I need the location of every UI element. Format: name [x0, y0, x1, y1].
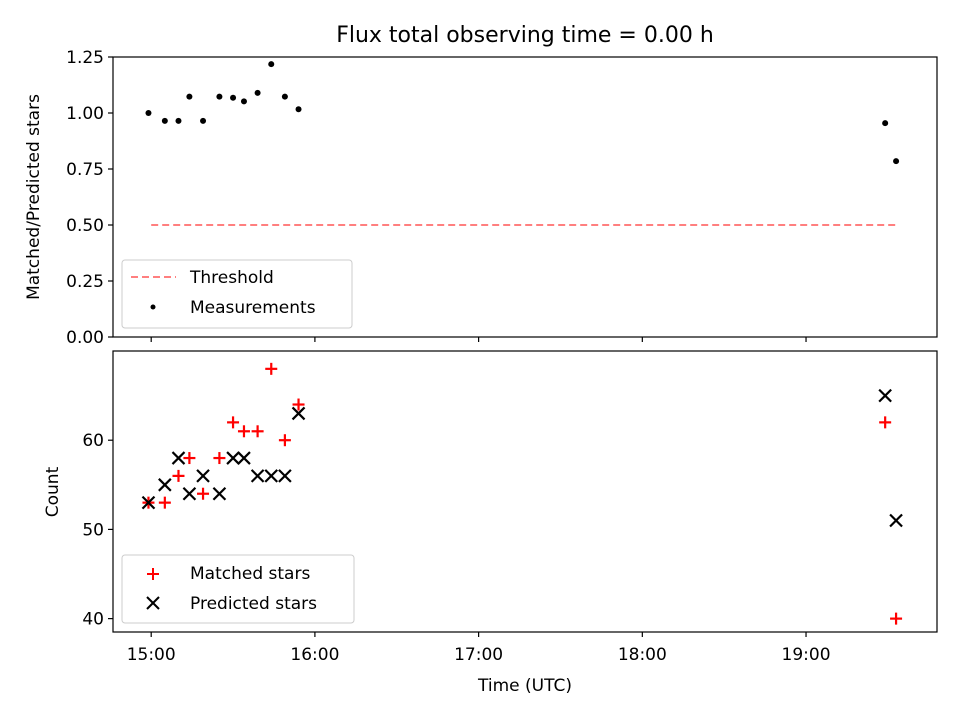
top-legend: Threshold Measurements: [121, 259, 353, 329]
legend-measurements-swatch: [150, 304, 156, 310]
bottom-panel: 15:00 16:00 17:00 18:00 19:00 40 50 60: [82, 362, 903, 665]
legend-matched-swatch: [147, 568, 159, 580]
predicted-stars-point-b: [278, 469, 292, 483]
top-legend-box: [121, 259, 353, 329]
predicted-stars-point: [291, 406, 306, 421]
measurement-point: [200, 117, 207, 124]
chart-title: Flux total observing time = 0.00 h: [336, 23, 714, 48]
matched-stars-point: [879, 416, 892, 429]
predicted-stars-point: [889, 513, 903, 528]
measurement-point: [281, 93, 288, 100]
legend-threshold-label: Threshold: [189, 268, 274, 288]
matched-stars-point: [265, 362, 278, 375]
top-ylabel: Matched/Predicted stars: [24, 94, 44, 300]
predicted-stars-point: [212, 486, 227, 501]
predicted-stars-point-b: [226, 451, 240, 465]
predicted-stars-point: [226, 451, 240, 465]
matched-stars-point: [237, 425, 250, 438]
matched-stars-point: [278, 434, 291, 447]
matched-stars-point: [227, 416, 240, 429]
predicted-stars-point: [878, 388, 892, 403]
predicted-stars-point: [237, 451, 251, 465]
predicted-stars-point-b: [196, 469, 210, 483]
top-y-tick-label: 1.25: [66, 48, 104, 68]
measurement-point: [161, 117, 168, 124]
predicted-stars-point-b: [237, 451, 251, 465]
top-y-tick-label: 0.50: [66, 216, 104, 236]
top-y-tick-label: 0.00: [66, 328, 104, 348]
predicted-stars-point: [250, 469, 265, 483]
measurement-point: [295, 106, 302, 113]
measurement-point: [186, 93, 193, 100]
predicted-stars-point: [264, 469, 279, 483]
predicted-stars-point-b: [158, 478, 172, 492]
top-panel: 0.00 0.25 0.50 0.75 1.00 1.25: [66, 48, 900, 348]
x-tick-label: 15:00: [127, 645, 176, 665]
bottom-y-tick-label: 50: [82, 520, 104, 540]
legend-predicted-label: Predicted stars: [190, 594, 317, 614]
predicted-stars-point: [158, 478, 172, 492]
bottom-y-tick-label: 40: [82, 610, 104, 630]
top-y-tick-label: 0.25: [66, 272, 104, 292]
predicted-stars-point: [141, 495, 156, 510]
matched-stars-point: [172, 469, 185, 482]
predicted-stars-point-b: [264, 469, 279, 483]
legend-measurements-label: Measurements: [190, 298, 316, 318]
top-y-tick-label: 1.00: [66, 104, 104, 124]
measurement-point: [230, 94, 237, 101]
predicted-stars-point: [278, 469, 292, 483]
matched-stars-point: [251, 425, 264, 438]
measurement-point: [216, 93, 223, 100]
matched-stars-point: [183, 452, 196, 465]
predicted-stars-point-b: [141, 495, 156, 510]
predicted-stars-point-b: [212, 486, 227, 501]
predicted-stars-point-b: [291, 406, 306, 421]
predicted-stars-point-b: [250, 469, 265, 483]
top-axes-frame: [112, 56, 938, 338]
x-tick-label: 19:00: [782, 645, 831, 665]
x-tick-label: 18:00: [618, 645, 667, 665]
bottom-legend-box: [121, 554, 355, 624]
bottom-legend: Matched stars Predicted stars: [121, 554, 355, 624]
measurement-point: [175, 117, 182, 124]
measurement-point: [893, 158, 900, 165]
x-tick-label: 16:00: [290, 645, 339, 665]
predicted-stars-point: [171, 451, 186, 465]
measurement-point: [254, 89, 261, 96]
matched-stars-point: [292, 398, 305, 411]
predicted-stars-point: [182, 486, 197, 501]
measurement-point: [882, 120, 889, 127]
x-tick-label: 17:00: [454, 645, 503, 665]
measurement-point: [268, 61, 275, 68]
legend-predicted-swatch: [146, 596, 160, 610]
bottom-axes-frame: [112, 350, 938, 633]
predicted-stars-point-b: [878, 388, 892, 403]
matched-stars-point: [213, 452, 226, 465]
measurement-point: [145, 110, 152, 116]
bottom-y-tick-label: 60: [82, 431, 104, 451]
bottom-ylabel: Count: [43, 466, 63, 517]
matched-stars-point: [158, 496, 171, 509]
bottom-xlabel: Time (UTC): [477, 676, 572, 696]
predicted-stars-point-b: [182, 486, 197, 501]
legend-matched-label: Matched stars: [190, 564, 310, 584]
top-y-tick-label: 0.75: [66, 160, 104, 180]
matched-stars-point: [890, 612, 903, 625]
predicted-stars-point-b: [889, 513, 903, 528]
predicted-stars-point-b: [171, 451, 186, 465]
measurement-point: [240, 98, 247, 105]
matched-stars-point: [197, 487, 210, 500]
predicted-stars-point: [196, 469, 210, 483]
